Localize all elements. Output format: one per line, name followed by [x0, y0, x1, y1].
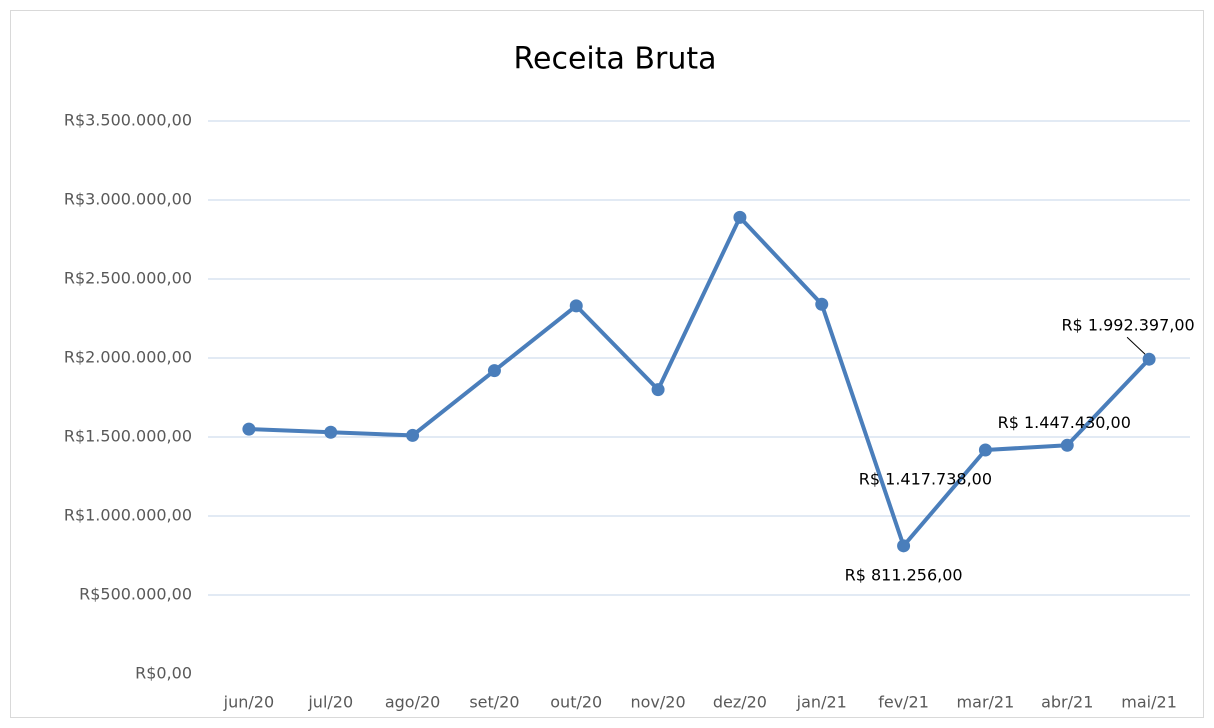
point — [897, 539, 911, 553]
point — [733, 210, 747, 224]
y-tick-label: R$1.000.000,00 — [64, 506, 192, 525]
x-tick-label: mar/21 — [957, 693, 1015, 712]
x-tick-label: ago/20 — [385, 693, 441, 712]
y-tick-label: R$2.000.000,00 — [64, 348, 192, 367]
x-tick-label: out/20 — [550, 693, 602, 712]
point — [651, 383, 665, 397]
point — [487, 364, 501, 378]
x-tick-label: fev/21 — [878, 693, 929, 712]
point — [1142, 352, 1156, 366]
data-label: R$ 1.992.397,00 — [1061, 316, 1194, 335]
chart-border — [10, 10, 1204, 718]
y-tick-label: R$1.500.000,00 — [64, 427, 192, 446]
point — [978, 443, 992, 457]
x-tick-label: set/20 — [469, 693, 519, 712]
line — [248, 215, 1151, 548]
data-label: R$ 1.417.738,00 — [859, 469, 992, 488]
y-tick-label: R$500.000,00 — [79, 585, 192, 604]
leader-line — [1126, 336, 1146, 355]
data-label: R$ 811.256,00 — [845, 565, 963, 584]
x-tick-label: mai/21 — [1121, 693, 1177, 712]
point — [815, 297, 829, 311]
x-tick-label: abr/21 — [1041, 693, 1093, 712]
point — [324, 425, 338, 439]
x-tick-label: jul/20 — [307, 693, 353, 712]
x-tick-label: jun/20 — [223, 693, 274, 712]
point — [242, 422, 256, 436]
y-tick-label: R$0,00 — [135, 664, 192, 683]
point — [1060, 438, 1074, 452]
x-tick-label: dez/20 — [713, 693, 767, 712]
point — [406, 428, 420, 442]
y-tick-label: R$3.000.000,00 — [64, 190, 192, 209]
chart-title: Receita Bruta — [514, 42, 717, 77]
y-tick-label: R$3.500.000,00 — [64, 111, 192, 130]
x-tick-label: jan/21 — [796, 693, 847, 712]
data-label: R$ 1.447.430,00 — [998, 413, 1131, 432]
point — [569, 299, 583, 313]
y-tick-label: R$2.500.000,00 — [64, 269, 192, 288]
x-tick-label: nov/20 — [631, 693, 686, 712]
